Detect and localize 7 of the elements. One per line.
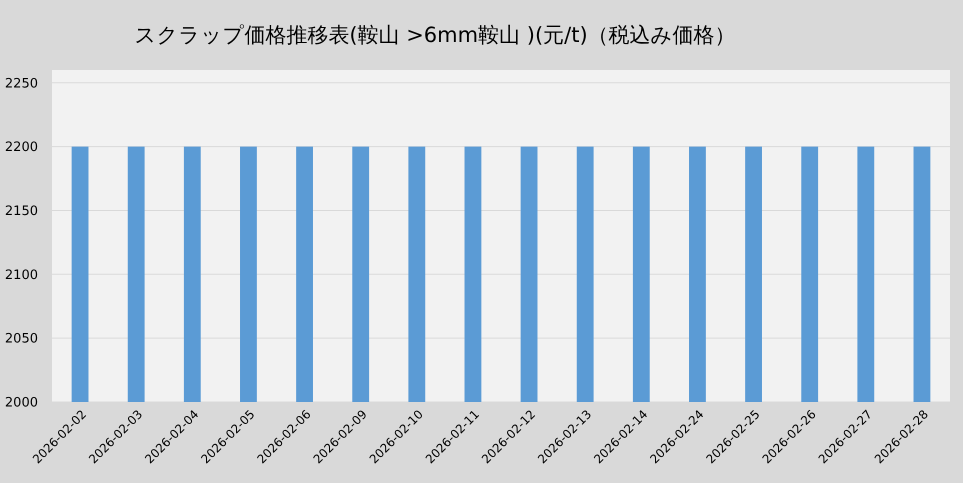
y-tick-label: 2050 [4,332,38,347]
y-tick-label: 2100 [4,268,38,283]
chart-title: スクラップ価格推移表(鞍山 >6mm鞍山 )(元/t)（税込み価格） [134,23,736,47]
y-tick-label: 2150 [4,204,38,220]
y-tick-label: 2250 [4,76,38,92]
y-tick-label: 2200 [4,140,38,156]
y-tick-label: 2000 [4,396,38,411]
